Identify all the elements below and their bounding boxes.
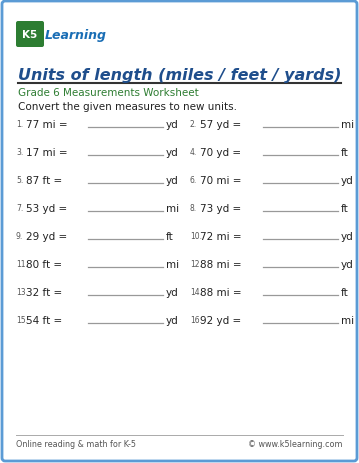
Text: 32 ft =: 32 ft = — [26, 288, 62, 297]
Text: 88 mi =: 88 mi = — [200, 288, 242, 297]
Text: mi: mi — [166, 259, 179, 269]
Text: 4.: 4. — [190, 148, 197, 156]
Text: 13.: 13. — [16, 288, 28, 296]
Text: 70 yd =: 70 yd = — [200, 148, 241, 158]
Text: K5: K5 — [22, 30, 38, 40]
Text: 2.: 2. — [190, 120, 197, 129]
Text: mi: mi — [166, 204, 179, 213]
Text: ft: ft — [341, 148, 349, 158]
Text: yd: yd — [166, 120, 179, 130]
Text: 14.: 14. — [190, 288, 202, 296]
Text: 88 mi =: 88 mi = — [200, 259, 242, 269]
Text: 10.: 10. — [190, 232, 202, 240]
Text: 72 mi =: 72 mi = — [200, 232, 242, 242]
Text: 17 mi =: 17 mi = — [26, 148, 67, 158]
Text: yd: yd — [166, 175, 179, 186]
Text: 6.: 6. — [190, 175, 197, 185]
Text: 80 ft =: 80 ft = — [26, 259, 62, 269]
Text: mi: mi — [341, 315, 354, 325]
Text: Grade 6 Measurements Worksheet: Grade 6 Measurements Worksheet — [18, 88, 199, 98]
Text: 3.: 3. — [16, 148, 23, 156]
Text: Units of length (miles / feet / yards): Units of length (miles / feet / yards) — [18, 68, 341, 83]
Text: Online reading & math for K-5: Online reading & math for K-5 — [16, 439, 136, 448]
Text: 70 mi =: 70 mi = — [200, 175, 242, 186]
Text: 16.: 16. — [190, 315, 202, 324]
Text: ft: ft — [341, 204, 349, 213]
Text: 57 yd =: 57 yd = — [200, 120, 241, 130]
Text: 87 ft =: 87 ft = — [26, 175, 62, 186]
Text: 1.: 1. — [16, 120, 23, 129]
Text: yd: yd — [166, 315, 179, 325]
Text: 7.: 7. — [16, 204, 23, 213]
Text: yd: yd — [166, 288, 179, 297]
Text: © www.k5learning.com: © www.k5learning.com — [248, 439, 343, 448]
Text: 12.: 12. — [190, 259, 202, 269]
Text: 15.: 15. — [16, 315, 28, 324]
Text: yd: yd — [341, 175, 354, 186]
FancyBboxPatch shape — [16, 22, 44, 48]
Text: 11.: 11. — [16, 259, 28, 269]
Text: ft: ft — [341, 288, 349, 297]
Text: 77 mi =: 77 mi = — [26, 120, 67, 130]
Text: 54 ft =: 54 ft = — [26, 315, 62, 325]
Text: mi: mi — [341, 120, 354, 130]
Text: yd: yd — [341, 259, 354, 269]
Text: 5.: 5. — [16, 175, 23, 185]
Text: 9.: 9. — [16, 232, 23, 240]
Text: 53 yd =: 53 yd = — [26, 204, 67, 213]
Text: 8.: 8. — [190, 204, 197, 213]
Text: ft: ft — [166, 232, 174, 242]
Text: 73 yd =: 73 yd = — [200, 204, 241, 213]
Text: yd: yd — [166, 148, 179, 158]
Text: 29 yd =: 29 yd = — [26, 232, 67, 242]
Text: yd: yd — [341, 232, 354, 242]
Text: Learning: Learning — [45, 28, 107, 41]
Text: 92 yd =: 92 yd = — [200, 315, 241, 325]
Text: Convert the given measures to new units.: Convert the given measures to new units. — [18, 102, 237, 112]
